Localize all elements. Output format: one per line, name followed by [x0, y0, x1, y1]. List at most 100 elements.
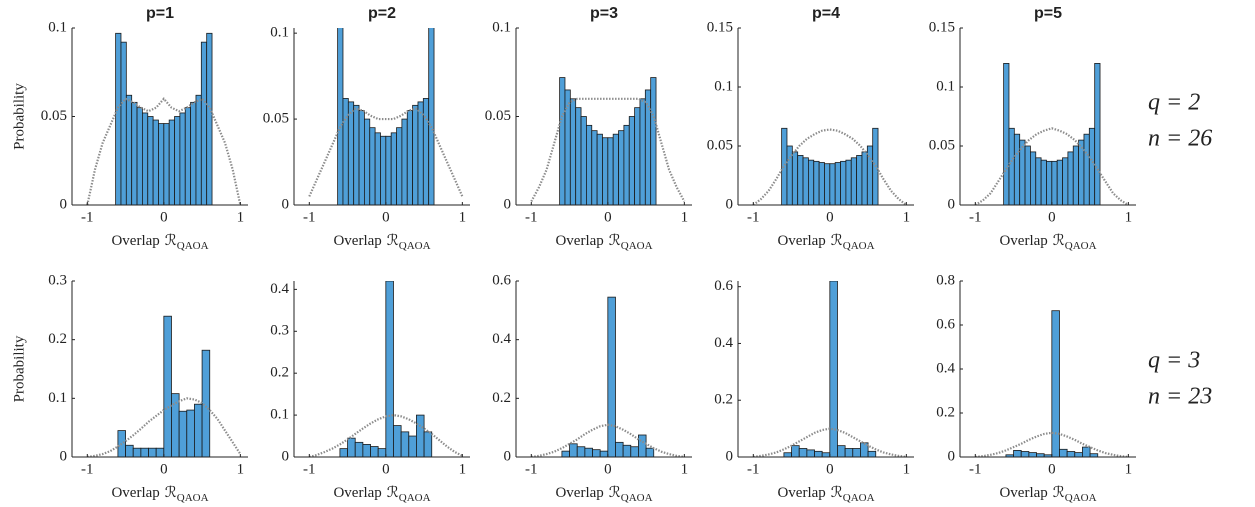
bar — [591, 130, 598, 205]
bar — [596, 133, 603, 205]
bar — [1013, 133, 1021, 205]
bar — [400, 431, 410, 457]
bar — [808, 159, 815, 205]
bar — [155, 447, 165, 457]
x-axis-label: Overlap ℛQAOA — [555, 233, 652, 251]
x-label-symbol: ℛ — [387, 233, 399, 249]
bar — [416, 414, 425, 457]
row-label: q = 3 — [1148, 348, 1200, 374]
panel-title: p=4 — [812, 5, 840, 22]
bar — [136, 107, 143, 205]
bar — [195, 94, 202, 205]
bar — [131, 101, 138, 205]
bar — [837, 445, 846, 457]
bar — [337, 28, 344, 205]
bar — [797, 155, 804, 205]
bar — [1024, 145, 1031, 205]
bar — [783, 452, 792, 457]
x-tick-label: 0 — [382, 209, 390, 225]
y-tick-label: 0.6 — [492, 272, 511, 288]
y-tick-label: 0.1 — [492, 19, 511, 35]
x-axis-label: Overlap ℛQAOA — [333, 233, 430, 251]
bar — [125, 94, 133, 205]
x-label-symbol: ℛ — [609, 233, 621, 249]
x-label-text: Overlap — [555, 485, 603, 501]
x-label-text: Overlap — [111, 233, 159, 249]
bar — [141, 112, 149, 205]
bar — [132, 447, 142, 457]
bar — [422, 98, 430, 205]
bar — [1083, 133, 1090, 205]
x-label-symbol: ℛ — [831, 485, 843, 501]
bar — [380, 135, 387, 205]
bar — [1030, 151, 1037, 205]
bar — [1020, 451, 1030, 457]
x-label-sub: QAOA — [621, 240, 653, 252]
x-tick-label: -1 — [81, 461, 94, 477]
x-tick-label: 1 — [903, 461, 911, 477]
y-tick-label: 0.05 — [263, 111, 289, 127]
bar — [171, 393, 180, 457]
bar — [417, 101, 424, 205]
bar — [1074, 452, 1083, 457]
bar — [861, 151, 868, 205]
bar — [791, 151, 799, 205]
curve — [974, 127, 1129, 205]
curve — [752, 128, 908, 205]
x-label-sub: QAOA — [399, 492, 431, 504]
bar — [813, 160, 820, 205]
y-tick-label: 0.15 — [929, 19, 955, 35]
bar — [1040, 159, 1047, 205]
x-tick-label: -1 — [747, 461, 760, 477]
bar — [564, 89, 571, 205]
bar — [1072, 145, 1080, 205]
bar — [358, 110, 365, 205]
plot-area — [308, 28, 464, 205]
y-tick-label: 0 — [504, 196, 512, 212]
x-tick-label: 0 — [160, 209, 168, 225]
x-tick-label: -1 — [969, 461, 982, 477]
y-tick-label: 0.05 — [485, 108, 511, 124]
plot-area — [86, 32, 242, 205]
x-label-symbol: ℛ — [1053, 485, 1065, 501]
curve — [87, 397, 242, 457]
x-label-text: Overlap — [777, 233, 825, 249]
x-label-sub: QAOA — [843, 492, 875, 504]
bar — [354, 441, 364, 457]
row-label: q = 2 — [1148, 90, 1200, 116]
y-tick-label: 0.05 — [929, 137, 955, 153]
bar — [634, 107, 641, 205]
y-tick-label: 0 — [60, 448, 68, 464]
y-tick-label: 0.4 — [270, 281, 289, 297]
x-axis-label: Overlap ℛQAOA — [555, 485, 652, 503]
x-axis-label: Overlap ℛQAOA — [777, 485, 874, 503]
bar — [612, 133, 619, 205]
x-tick-label: -1 — [303, 461, 316, 477]
x-axis-label: Overlap ℛQAOA — [111, 485, 208, 503]
x-axis-label: Overlap ℛQAOA — [111, 233, 208, 251]
plot-area — [752, 127, 908, 205]
bar — [1046, 160, 1053, 205]
y-tick-label: 0.4 — [492, 331, 511, 347]
bar — [818, 162, 825, 205]
plot-area — [974, 63, 1129, 205]
bar — [840, 160, 847, 205]
curve — [753, 427, 907, 457]
bar — [622, 444, 632, 457]
bar — [120, 41, 127, 205]
x-label-text: Overlap — [777, 485, 825, 501]
bar — [362, 444, 371, 457]
x-tick-label: -1 — [969, 209, 982, 225]
bar — [829, 163, 836, 205]
bar — [575, 107, 582, 205]
bar — [645, 447, 655, 457]
plot-area — [753, 281, 907, 457]
bar — [393, 425, 402, 457]
y-tick-label: 0 — [60, 196, 68, 212]
x-label-sub: QAOA — [843, 240, 875, 252]
x-tick-label: -1 — [303, 209, 316, 225]
y-tick-label: 0 — [948, 448, 956, 464]
y-tick-label: 0.1 — [270, 25, 289, 41]
bar — [860, 442, 869, 457]
bar — [147, 116, 154, 205]
